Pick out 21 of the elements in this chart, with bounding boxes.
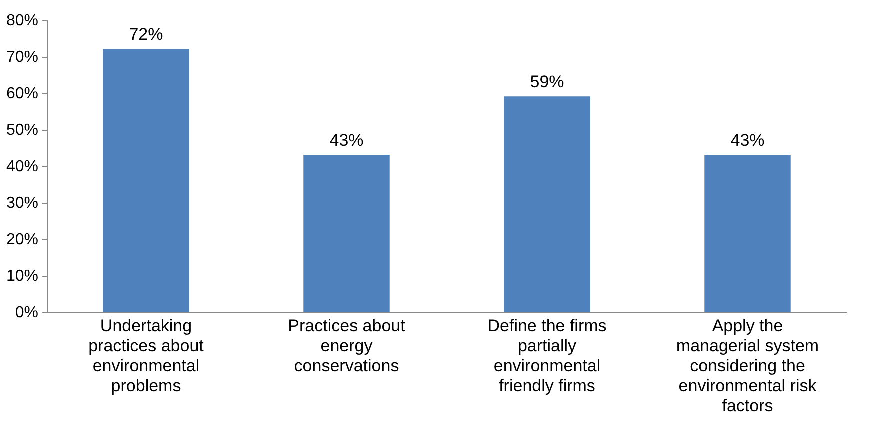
bar	[304, 155, 390, 312]
y-tick-label: 30%	[6, 195, 38, 212]
y-tick-label: 50%	[6, 122, 38, 139]
bar	[103, 49, 190, 312]
x-tick-label: Apply the managerial system considering the environmental risk factors	[676, 316, 820, 416]
x-tick-label: Define the firms partially environmental friendly firms	[488, 316, 607, 396]
bar	[504, 96, 590, 312]
data-label: 43%	[730, 131, 765, 150]
y-tick-label: 20%	[6, 232, 38, 248]
data-label: 72%	[129, 25, 164, 44]
y-tick-label: 40%	[6, 158, 38, 176]
y-tick-label: 80%	[6, 12, 38, 30]
bar	[704, 155, 791, 312]
y-tick-label: 70%	[6, 49, 38, 66]
data-label: 59%	[530, 72, 564, 92]
y-tick-label: 10%	[6, 268, 38, 285]
y-tick-label: 60%	[6, 86, 38, 102]
data-label: 43%	[330, 131, 364, 150]
y-tick-label: 0%	[15, 304, 38, 322]
x-tick-label: Undertaking practices about environmental problems	[88, 316, 204, 396]
x-tick-label: Practices about energy conservations	[288, 316, 406, 376]
